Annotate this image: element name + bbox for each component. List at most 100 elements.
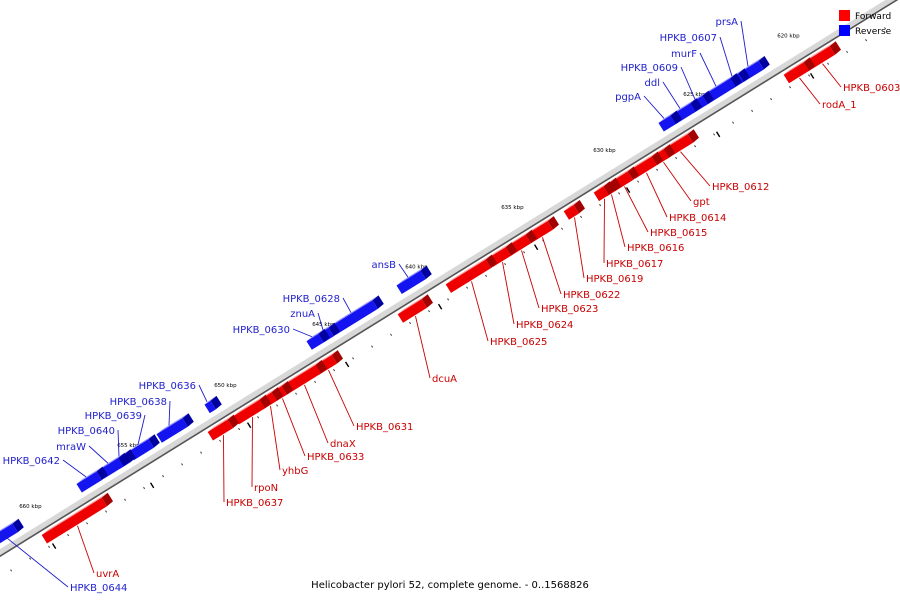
gene-box-side — [738, 68, 750, 82]
gene-label[interactable]: HPKB_0614 — [669, 213, 726, 224]
gene-box-top — [233, 394, 266, 416]
gene-box-front — [593, 186, 609, 202]
gene-label[interactable]: dnaX — [330, 439, 356, 450]
gene-label[interactable]: HPKB_0625 — [490, 337, 547, 348]
gene-label[interactable]: HPKB_0640 — [58, 426, 115, 437]
minor-tick — [561, 227, 564, 230]
gene-box-side — [730, 73, 742, 87]
gene-dcuA[interactable] — [397, 294, 433, 323]
gene-label[interactable]: HPKB_0617 — [606, 259, 663, 270]
gene-box-top — [658, 110, 677, 123]
gene-box-top — [41, 492, 108, 535]
gene-box-top — [783, 57, 810, 75]
gene-label[interactable]: yhbG — [282, 466, 308, 477]
gene-label[interactable]: znuA — [290, 309, 315, 320]
gene-ansB[interactable] — [396, 265, 432, 294]
gene-HPKB_0639[interactable] — [128, 434, 160, 461]
gene-box-side — [485, 254, 497, 269]
gene-box-front — [204, 400, 216, 414]
gene-box-front — [445, 259, 491, 293]
label-leader — [223, 435, 225, 503]
gene-pgpA[interactable] — [658, 110, 682, 132]
gene-label[interactable]: ansB — [371, 260, 396, 271]
gene-box-front — [41, 497, 108, 544]
gene-HPKB_0636[interactable] — [204, 395, 222, 414]
gene-label[interactable]: gpt — [693, 197, 710, 208]
gene-label[interactable]: uvrA — [96, 569, 119, 580]
gene-rpoN[interactable] — [233, 394, 271, 425]
gene-label[interactable]: HPKB_0603 — [843, 83, 900, 94]
gene-box-top — [156, 413, 189, 435]
major-tick — [625, 187, 631, 194]
gene-HPKB_0630[interactable] — [306, 328, 330, 350]
gene-label[interactable]: HPKB_0612 — [712, 182, 769, 193]
minor-tick — [295, 392, 298, 395]
gene-HPKB_0628[interactable] — [330, 295, 384, 335]
gene-label[interactable]: HPKB_0615 — [650, 228, 707, 239]
label-leader — [502, 262, 515, 325]
gene-box-top — [128, 434, 155, 452]
gene-box-top — [629, 151, 658, 171]
gene-box-side — [372, 295, 384, 309]
gene-label[interactable]: HPKB_0609 — [621, 63, 678, 74]
gene-box-top — [98, 452, 125, 471]
gene-label[interactable]: HPKB_0636 — [139, 381, 196, 392]
gene-box-side — [315, 360, 327, 374]
gene-label[interactable]: HPKB_0638 — [110, 397, 167, 408]
backbone-band — [0, 0, 897, 557]
gene-label[interactable]: HPKB_0631 — [356, 422, 413, 433]
minor-tick — [808, 74, 811, 77]
gene-uvrA[interactable] — [41, 492, 113, 544]
gene-box-side — [547, 216, 559, 230]
gene-labels: HPKB_0603 rodA_1 prsA HPKB_0607 murF HPKB_060… — [0, 17, 900, 594]
gene-label[interactable]: HPKB_0644 — [70, 583, 127, 594]
label-leader — [646, 172, 668, 218]
gene-features — [0, 41, 841, 549]
gene-label[interactable]: prsA — [715, 17, 738, 28]
gene-box-top — [0, 518, 19, 532]
label-leader — [0, 531, 69, 588]
gene-rodA_1[interactable] — [783, 57, 815, 84]
gene-label[interactable]: mraW — [56, 442, 86, 453]
gene-label[interactable]: rpoN — [254, 483, 278, 494]
minor-tick — [105, 510, 108, 513]
minor-tick — [390, 333, 393, 336]
gene-HPKB_0644[interactable] — [0, 518, 24, 549]
minor-tick — [409, 321, 412, 325]
gene-box-side — [227, 414, 239, 429]
gene-box-front — [397, 299, 427, 323]
gene-label[interactable]: HPKB_0642 — [3, 456, 60, 467]
gene-label[interactable]: HPKB_0624 — [516, 320, 573, 331]
gene-HPKB_0619[interactable] — [563, 200, 585, 220]
gene-label[interactable]: HPKB_0637 — [226, 498, 283, 509]
tick-label: 655 kbp — [117, 443, 140, 449]
gene-label[interactable]: rodA_1 — [822, 100, 857, 111]
gene-label[interactable]: HPKB_0623 — [541, 304, 598, 315]
minor-tick — [333, 368, 336, 372]
gene-label[interactable]: HPKB_0628 — [283, 294, 340, 305]
gene-HPKB_0642[interactable] — [76, 466, 108, 493]
gene-HPKB_0637[interactable] — [207, 414, 239, 441]
gene-dnaX[interactable] — [281, 360, 327, 395]
gene-box-front — [658, 115, 676, 132]
gene-label[interactable]: pgpA — [615, 92, 641, 103]
gene-label[interactable]: ddl — [645, 78, 660, 89]
gene-box-top — [593, 181, 610, 193]
gene-HPKB_0617[interactable] — [593, 181, 615, 202]
tick-label: 660 kbp — [19, 504, 42, 510]
label-leader — [328, 369, 355, 427]
gene-label[interactable]: dcuA — [432, 374, 457, 385]
gene-HPKB_0638[interactable] — [156, 413, 194, 443]
gene-HPKB_0625[interactable] — [445, 254, 497, 293]
gene-label[interactable]: murF — [671, 49, 697, 60]
gene-label[interactable]: HPKB_0639 — [85, 411, 142, 422]
minor-tick — [732, 121, 735, 124]
gene-box-front — [233, 399, 265, 425]
gene-label[interactable]: HPKB_0622 — [563, 290, 620, 301]
gene-label[interactable]: HPKB_0630 — [233, 325, 290, 336]
label-leader — [270, 405, 281, 471]
gene-label[interactable]: HPKB_0633 — [307, 452, 364, 463]
gene-label[interactable]: HPKB_0607 — [660, 33, 717, 44]
gene-label[interactable]: HPKB_0616 — [627, 243, 684, 254]
gene-label[interactable]: HPKB_0619 — [586, 274, 643, 285]
